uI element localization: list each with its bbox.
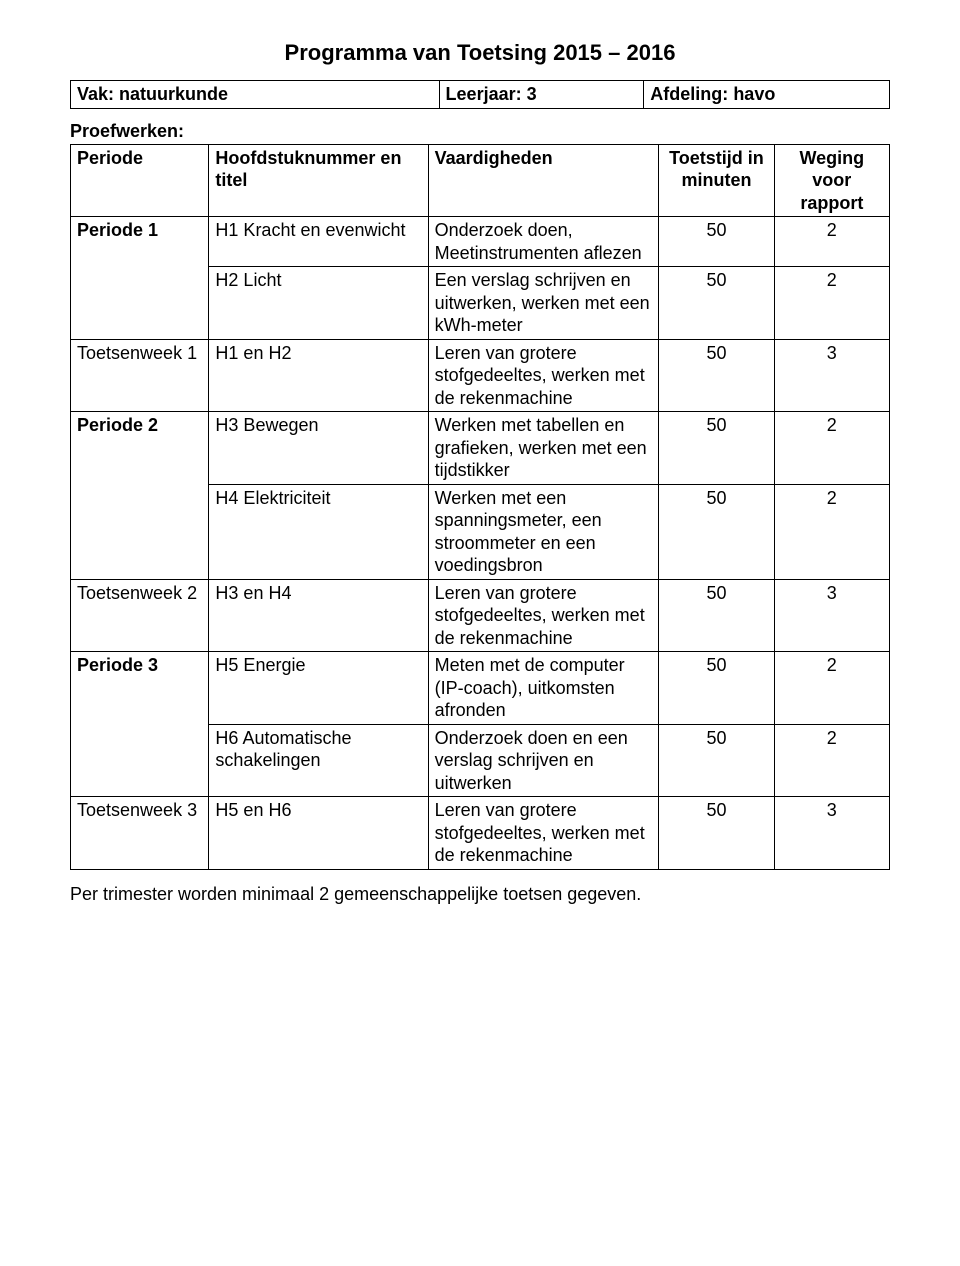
col-header-vaardigheden: Vaardigheden: [428, 144, 659, 217]
afdeling-cell: Afdeling: havo: [644, 81, 890, 109]
hoofdstuk-cell: H1 en H2: [209, 339, 428, 412]
hoofdstuk-cell: H1 Kracht en evenwicht: [209, 217, 428, 267]
table-row: Toetsenweek 1H1 en H2Leren van grotere s…: [71, 339, 890, 412]
weging-cell: 3: [774, 579, 889, 652]
hoofdstuk-cell: H4 Elektriciteit: [209, 484, 428, 579]
toetstijd-cell: 50: [659, 579, 774, 652]
toetstijd-cell: 50: [659, 724, 774, 797]
vaardigheden-cell: Werken met tabellen en grafieken, werken…: [428, 412, 659, 485]
table-row: Periode 3H5 EnergieMeten met de computer…: [71, 652, 890, 725]
periode-cell: Periode 2: [71, 412, 209, 580]
footnote: Per trimester worden minimaal 2 gemeensc…: [70, 884, 890, 905]
weging-cell: 2: [774, 724, 889, 797]
col-header-hoofdstuk: Hoofdstuknummer en titel: [209, 144, 428, 217]
table-row: Toetsenweek 3H5 en H6Leren van grotere s…: [71, 797, 890, 870]
table-row: Toetsenweek 2H3 en H4Leren van grotere s…: [71, 579, 890, 652]
periode-cell: Toetsenweek 2: [71, 579, 209, 652]
weging-cell: 2: [774, 217, 889, 267]
weging-cell: 2: [774, 484, 889, 579]
hoofdstuk-cell: H3 Bewegen: [209, 412, 428, 485]
afdeling-value: havo: [733, 84, 775, 104]
subject-header-table: Vak: natuurkunde Leerjaar: 3 Afdeling: h…: [70, 80, 890, 109]
weging-cell: 2: [774, 267, 889, 340]
afdeling-label: Afdeling:: [650, 84, 728, 104]
vak-cell: Vak: natuurkunde: [71, 81, 440, 109]
toetstijd-cell: 50: [659, 267, 774, 340]
toetstijd-cell: 50: [659, 652, 774, 725]
hoofdstuk-cell: H5 Energie: [209, 652, 428, 725]
hoofdstuk-cell: H6 Automatische schakelingen: [209, 724, 428, 797]
vak-value: natuurkunde: [119, 84, 228, 104]
table-row: Periode 1H1 Kracht en evenwichtOnderzoek…: [71, 217, 890, 267]
col-header-toetstijd: Toetstijd in minuten: [659, 144, 774, 217]
page-title: Programma van Toetsing 2015 – 2016: [70, 40, 890, 66]
leerjaar-value: 3: [527, 84, 537, 104]
periode-cell: Periode 1: [71, 217, 209, 340]
leerjaar-cell: Leerjaar: 3: [439, 81, 644, 109]
col-header-weging: Weging voor rapport: [774, 144, 889, 217]
subject-row: Vak: natuurkunde Leerjaar: 3 Afdeling: h…: [71, 81, 890, 109]
leerjaar-label: Leerjaar:: [446, 84, 522, 104]
vaardigheden-cell: Onderzoek doen en een verslag schrijven …: [428, 724, 659, 797]
weging-cell: 3: [774, 339, 889, 412]
vaardigheden-cell: Onderzoek doen, Meetinstrumenten aflezen: [428, 217, 659, 267]
vak-label: Vak:: [77, 84, 114, 104]
periode-cell: Toetsenweek 1: [71, 339, 209, 412]
vaardigheden-cell: Meten met de computer (IP-coach), uitkom…: [428, 652, 659, 725]
toetstijd-cell: 50: [659, 484, 774, 579]
toetstijd-cell: 50: [659, 217, 774, 267]
hoofdstuk-cell: H5 en H6: [209, 797, 428, 870]
toetstijd-cell: 50: [659, 412, 774, 485]
vaardigheden-cell: Leren van grotere stofgedeeltes, werken …: [428, 339, 659, 412]
vaardigheden-cell: Een verslag schrijven en uitwerken, werk…: [428, 267, 659, 340]
vaardigheden-cell: Leren van grotere stofgedeeltes, werken …: [428, 579, 659, 652]
weging-cell: 2: [774, 652, 889, 725]
toetstijd-cell: 50: [659, 339, 774, 412]
col-header-periode: Periode: [71, 144, 209, 217]
vaardigheden-cell: Leren van grotere stofgedeeltes, werken …: [428, 797, 659, 870]
hoofdstuk-cell: H3 en H4: [209, 579, 428, 652]
table-row: Periode 2H3 BewegenWerken met tabellen e…: [71, 412, 890, 485]
weging-cell: 3: [774, 797, 889, 870]
periode-cell: Periode 3: [71, 652, 209, 797]
vaardigheden-cell: Werken met een spanningsmeter, een stroo…: [428, 484, 659, 579]
toetstijd-cell: 50: [659, 797, 774, 870]
table-header-row: PeriodeHoofdstuknummer en titelVaardighe…: [71, 144, 890, 217]
periode-cell: Toetsenweek 3: [71, 797, 209, 870]
proefwerken-label: Proefwerken:: [70, 121, 890, 142]
hoofdstuk-cell: H2 Licht: [209, 267, 428, 340]
assessment-table: PeriodeHoofdstuknummer en titelVaardighe…: [70, 144, 890, 870]
weging-cell: 2: [774, 412, 889, 485]
